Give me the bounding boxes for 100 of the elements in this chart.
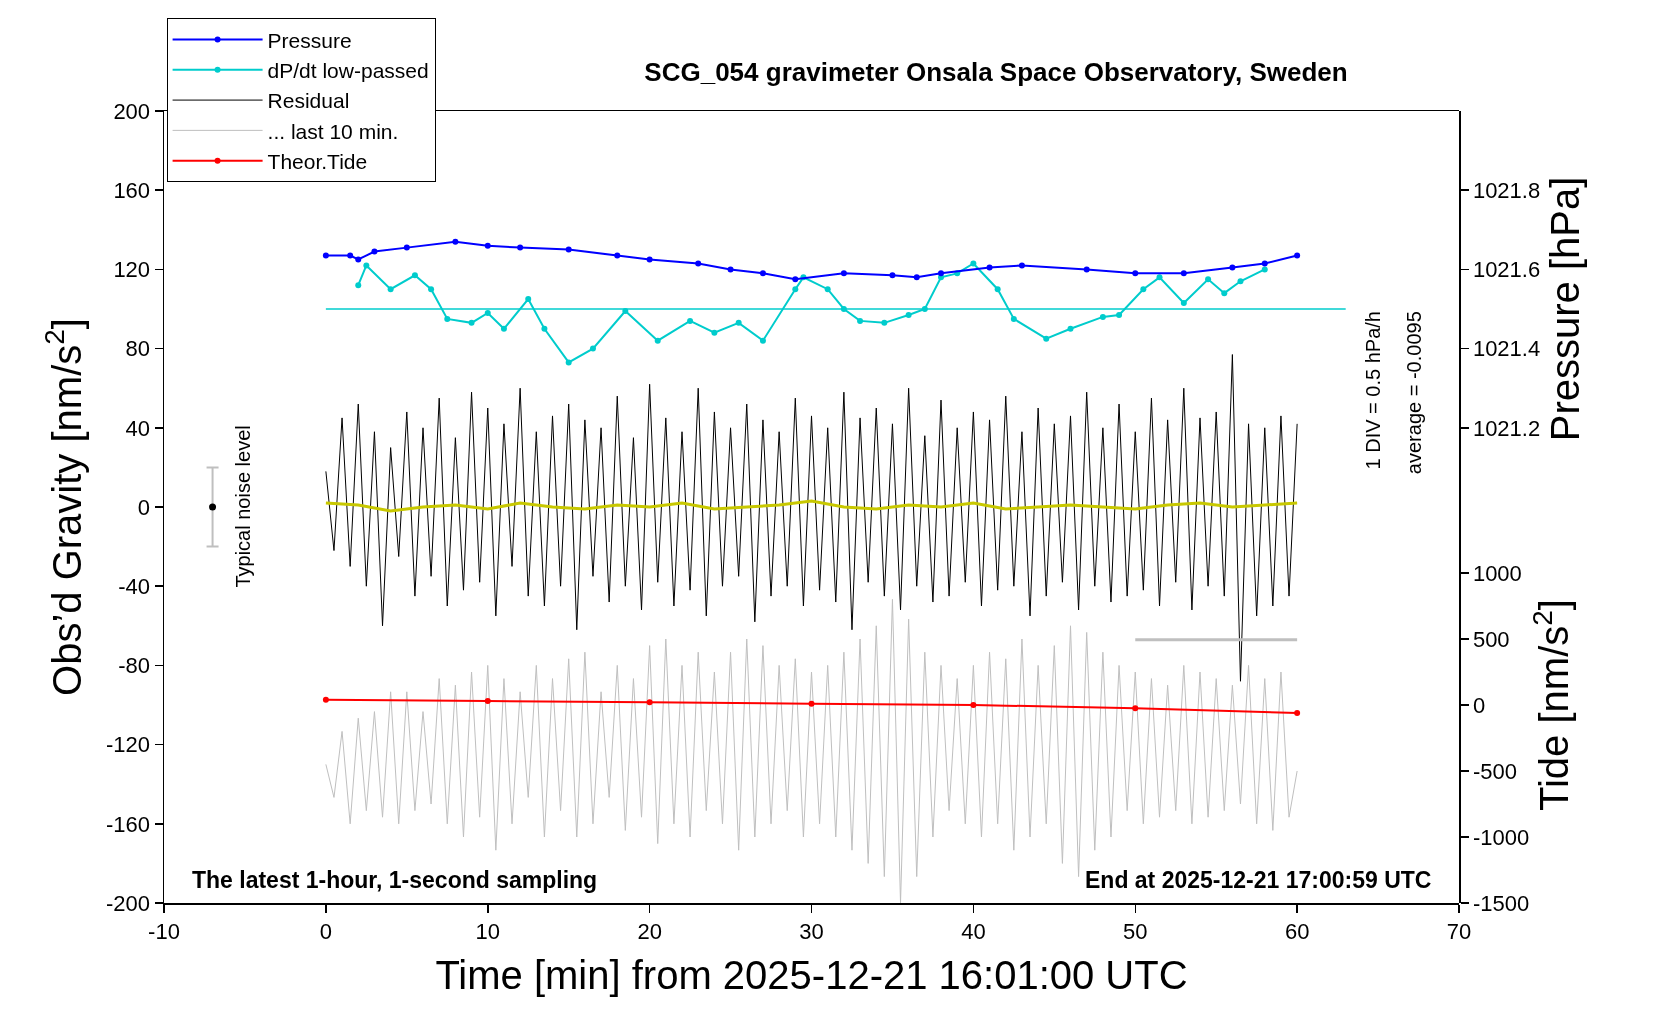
x-tick-label: 40 bbox=[961, 918, 986, 944]
point bbox=[322, 252, 329, 259]
point bbox=[1140, 286, 1147, 293]
point bbox=[363, 262, 370, 269]
y-tick-label: 40 bbox=[125, 415, 151, 441]
point bbox=[646, 256, 653, 263]
x-tick-label: 60 bbox=[1284, 918, 1310, 944]
point bbox=[1010, 315, 1017, 322]
point bbox=[1294, 252, 1301, 259]
point bbox=[881, 319, 888, 326]
point bbox=[1261, 260, 1268, 267]
point bbox=[322, 696, 329, 703]
line-series bbox=[325, 354, 1298, 682]
point bbox=[1116, 311, 1123, 318]
y-tick-label: 80 bbox=[125, 336, 151, 362]
point bbox=[711, 329, 718, 336]
x-tick-label: 50 bbox=[1123, 918, 1148, 944]
point bbox=[1237, 278, 1244, 285]
point bbox=[517, 244, 524, 251]
x-tick-label: 70 bbox=[1446, 918, 1472, 944]
point bbox=[565, 359, 572, 366]
point bbox=[913, 274, 920, 281]
point bbox=[484, 698, 491, 705]
point bbox=[1294, 709, 1301, 716]
annotation: The latest 1-hour, 1-second sampling bbox=[192, 867, 598, 893]
point bbox=[1132, 705, 1139, 712]
y-tick-label: 200 bbox=[113, 98, 151, 124]
point bbox=[938, 270, 944, 277]
legend-label: Theor.Tide bbox=[267, 149, 368, 173]
point bbox=[1156, 274, 1163, 281]
point bbox=[759, 337, 766, 344]
chart-title: SCG_054 gravimeter Onsala Space Observatory, Sweden bbox=[644, 56, 1348, 87]
y3-tick-label: -1000 bbox=[1472, 824, 1530, 850]
point bbox=[565, 246, 572, 253]
point bbox=[792, 276, 799, 283]
legend-label: dP/dt low-passed bbox=[267, 58, 429, 82]
y2-tick-label: 1021.8 bbox=[1472, 177, 1541, 203]
point bbox=[1221, 290, 1228, 297]
y2-axis-title: Pressure [hPa] bbox=[1543, 176, 1588, 442]
annotation: 1 DIV = 0.5 hPa/h bbox=[1362, 311, 1385, 470]
y-tick-label: -160 bbox=[106, 811, 151, 837]
point bbox=[1067, 325, 1074, 332]
point bbox=[500, 325, 507, 332]
point bbox=[759, 270, 766, 277]
point bbox=[905, 311, 912, 318]
point bbox=[1083, 266, 1090, 273]
y2-tick-label: 1021.4 bbox=[1472, 336, 1541, 362]
y2-tick-label: 1021.6 bbox=[1472, 257, 1541, 283]
x-tick-label: -10 bbox=[148, 918, 180, 944]
point bbox=[646, 699, 653, 706]
point bbox=[986, 264, 993, 271]
y-tick-label: -120 bbox=[106, 732, 151, 758]
legend-label: Pressure bbox=[267, 28, 352, 52]
point bbox=[387, 286, 394, 293]
x-tick-label: 10 bbox=[475, 918, 500, 944]
y3-tick-label: -500 bbox=[1472, 758, 1517, 784]
point bbox=[468, 319, 475, 326]
annotation: End at 2025-12-21 17:00:59 UTC bbox=[1085, 867, 1432, 893]
point bbox=[695, 260, 702, 267]
point bbox=[654, 337, 661, 344]
y3-tick-label: 0 bbox=[1472, 692, 1486, 718]
point bbox=[355, 256, 362, 263]
y-tick-label: 120 bbox=[113, 257, 151, 283]
point bbox=[525, 296, 532, 303]
point bbox=[411, 272, 418, 279]
point bbox=[1132, 270, 1139, 277]
x-tick-label: 30 bbox=[799, 918, 824, 944]
legend-label: Residual bbox=[267, 89, 350, 113]
legend-label: ... last 10 min. bbox=[267, 119, 399, 143]
point bbox=[970, 702, 977, 708]
point bbox=[792, 286, 799, 293]
point bbox=[727, 266, 734, 273]
annotation: average = -0.0095 bbox=[1403, 311, 1426, 475]
point bbox=[484, 309, 491, 316]
y3-tick-label: -1500 bbox=[1472, 890, 1530, 916]
point bbox=[589, 345, 596, 352]
point bbox=[1229, 264, 1236, 271]
point bbox=[735, 319, 742, 326]
point bbox=[970, 260, 977, 267]
point bbox=[1261, 266, 1268, 273]
annotation: Typical noise level bbox=[231, 425, 254, 588]
point bbox=[614, 252, 621, 259]
x-axis-title: Time [min] from 2025-12-21 16:01:00 UTC bbox=[435, 953, 1188, 998]
y-tick-label: 0 bbox=[137, 494, 151, 520]
point bbox=[687, 317, 694, 324]
point bbox=[452, 238, 459, 245]
point bbox=[994, 286, 1001, 293]
point bbox=[1205, 276, 1212, 283]
point bbox=[403, 244, 410, 251]
y-tick-label: -80 bbox=[118, 653, 151, 679]
y-tick-label: -200 bbox=[106, 890, 151, 916]
y-tick-label: -40 bbox=[118, 573, 151, 599]
point bbox=[1043, 335, 1050, 342]
y-tick-label: 160 bbox=[113, 177, 151, 203]
point bbox=[824, 286, 831, 293]
point bbox=[1099, 313, 1106, 320]
point bbox=[1180, 270, 1187, 277]
x-tick-label: 0 bbox=[319, 918, 333, 944]
x-tick-label: 20 bbox=[637, 918, 662, 944]
point bbox=[444, 315, 451, 322]
